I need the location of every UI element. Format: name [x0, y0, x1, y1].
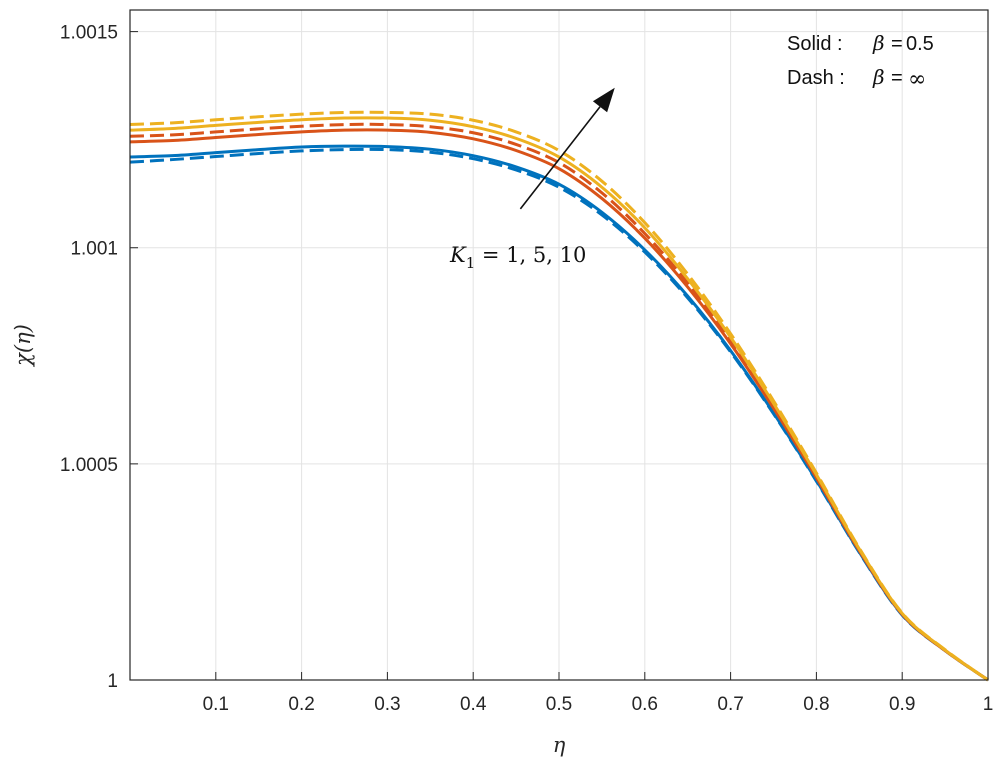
x-tick-label: 0.2	[288, 694, 314, 715]
annotation-label: K1 = 1, 5, 10	[449, 243, 586, 272]
legend-equals-sign: =	[891, 67, 903, 89]
x-axis-label: η	[553, 733, 566, 757]
legend-beta-symbol: β	[872, 65, 885, 89]
annotation: K1 = 1, 5, 10	[449, 87, 615, 272]
legend-beta-value: ∞	[908, 67, 926, 92]
y-axis-label: χ(η)	[11, 324, 35, 368]
annotation-subscript: 1	[466, 254, 476, 272]
legend-style-label: Dash :	[787, 67, 845, 89]
ticks: 0.1 0.2 0.3 0.4 0.5 0.6 0.7 0.8 0.9 1 1 1.0005 1.001…	[60, 23, 993, 715]
x-tick-label: 0.1	[203, 694, 229, 715]
legend-style-label: Solid :	[787, 33, 843, 55]
y-tick-label: 1.0015	[60, 23, 118, 44]
annotation-values: = 1, 5, 10	[475, 243, 586, 267]
legend-beta-symbol: β	[872, 31, 885, 55]
x-tick-label: 1	[983, 694, 994, 715]
annotation-arrow-line	[519, 106, 601, 210]
series-layer	[129, 110, 989, 682]
annotation-arrow-head	[592, 87, 615, 113]
x-tick-label: 0.7	[717, 694, 743, 715]
grid	[130, 10, 989, 681]
legend: Solid : β = 0.5 Dash : β = ∞	[787, 31, 934, 92]
y-tick-label: 1.001	[70, 239, 118, 260]
x-tick-label: 0.6	[632, 694, 658, 715]
y-tick-label: 1	[107, 671, 118, 692]
x-tick-label: 0.3	[374, 694, 400, 715]
x-tick-label: 0.8	[803, 694, 829, 715]
solid-series-line	[129, 116, 989, 682]
x-tick-label: 0.5	[546, 694, 572, 715]
annotation-symbol: K	[449, 243, 467, 267]
x-tick-label: 0.4	[460, 694, 487, 715]
x-tick-label: 0.9	[889, 694, 915, 715]
legend-equals-sign: =	[891, 33, 903, 55]
legend-beta-value: 0.5	[906, 33, 934, 55]
dashed-series-line	[129, 110, 989, 682]
y-tick-label: 1.0005	[60, 455, 118, 476]
